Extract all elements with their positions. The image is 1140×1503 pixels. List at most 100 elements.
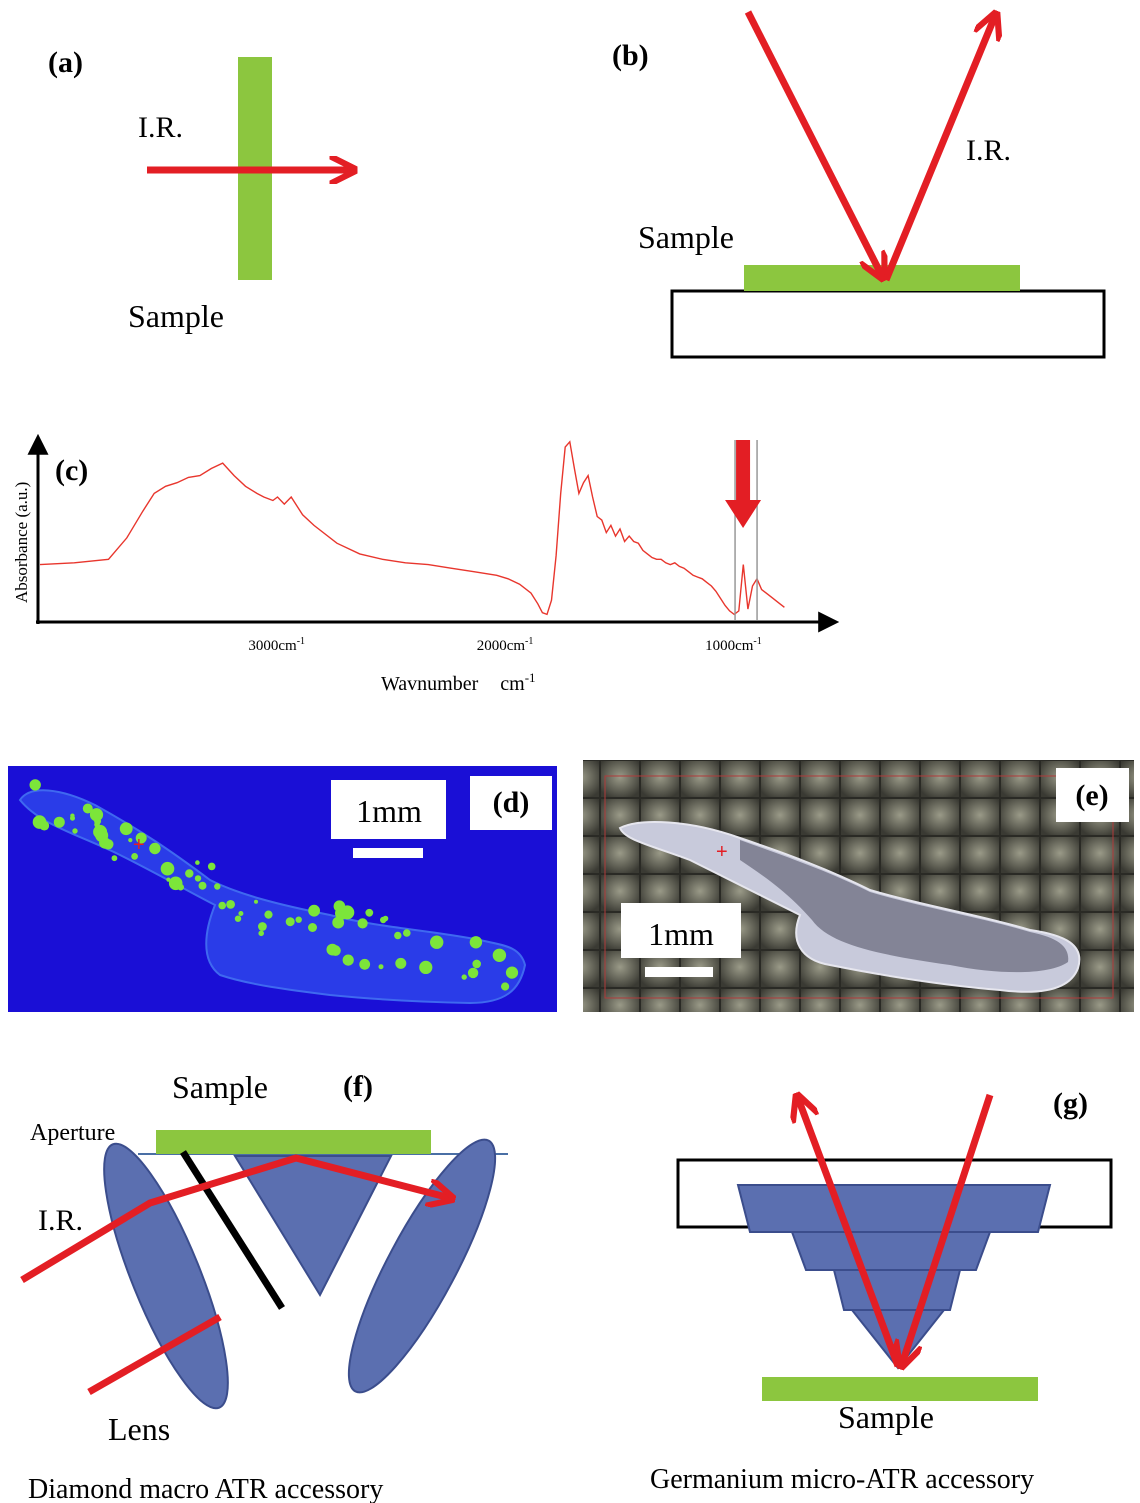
diamond-crystal	[233, 1155, 393, 1298]
x-tick-label: 3000cm-1	[248, 636, 305, 654]
green-spot	[70, 813, 75, 818]
scan-area-frame	[604, 775, 1114, 999]
green-spot	[403, 929, 411, 937]
sample-layer	[156, 1130, 431, 1154]
green-spot	[93, 824, 108, 839]
sample-label: Sample	[638, 219, 734, 255]
ge-crystal-tier-3	[832, 1269, 962, 1311]
panel-e-tag-box	[1056, 768, 1129, 822]
panel-d: + 1mm (d)	[8, 766, 557, 1012]
band-marker-arrow	[725, 440, 762, 528]
green-spot	[238, 911, 244, 916]
green-spot	[472, 959, 482, 969]
sample-label: Sample	[172, 1069, 268, 1105]
green-spot	[128, 838, 133, 843]
green-spot	[469, 936, 483, 949]
green-spot	[382, 915, 389, 922]
panel-c-tag: (c)	[55, 454, 88, 487]
panel-f: (f) Sample Aperture I.R. Lens Diamond ma…	[20, 1069, 508, 1503]
panel-b: (b) I.R. Sample	[612, 10, 1106, 359]
tissue-outline	[18, 789, 527, 1005]
green-spot	[467, 967, 479, 979]
green-spot	[395, 957, 407, 969]
ir-label: I.R.	[138, 111, 183, 144]
green-spot	[29, 779, 41, 791]
green-spot	[335, 907, 342, 914]
green-spot	[308, 904, 320, 917]
green-spot	[194, 875, 202, 882]
panel-e: + (e) 1mm	[583, 760, 1134, 1012]
green-spot	[39, 820, 50, 831]
green-spot	[258, 930, 265, 937]
scale-bar-label: 1mm	[648, 916, 714, 952]
green-spot	[82, 803, 93, 814]
green-spot	[258, 922, 267, 931]
green-spot	[160, 861, 175, 876]
green-spot	[226, 900, 236, 909]
green-spot	[198, 881, 207, 890]
green-spot	[254, 899, 258, 904]
ir-label: I.R.	[38, 1204, 83, 1237]
reflected-ir-arrow	[798, 1098, 902, 1368]
x-axis-label-unit: cm	[500, 673, 525, 695]
green-spot	[285, 917, 295, 927]
green-spot	[342, 954, 354, 966]
lens-label: Lens	[108, 1411, 170, 1447]
x-axis-label-main: Wavnumber	[381, 673, 479, 695]
ge-crystal-tier-2	[790, 1231, 992, 1271]
lens-left	[103, 1142, 229, 1410]
position-cross: +	[716, 841, 728, 863]
green-spot	[365, 908, 374, 917]
scale-label-box	[621, 903, 741, 958]
green-spot	[214, 883, 221, 890]
panel-f-tag: (f)	[343, 1070, 373, 1103]
green-spot	[308, 923, 317, 932]
ir-label: I.R.	[966, 134, 1011, 167]
reflected-ir-arrow	[882, 16, 995, 282]
green-spot	[185, 869, 194, 878]
green-spot	[94, 821, 100, 828]
aperture-blade	[180, 1150, 285, 1310]
green-spot	[72, 828, 78, 834]
panel-a-tag: (a)	[48, 46, 83, 79]
green-spot	[119, 822, 133, 836]
panel-a: (a) I.R. Sample	[48, 46, 352, 334]
green-spot	[461, 974, 467, 980]
green-spot	[295, 916, 302, 923]
green-spot	[149, 842, 161, 855]
panel-e-tag: (e)	[1075, 779, 1108, 812]
green-spot	[135, 832, 147, 844]
tissue-dark-region	[740, 840, 1069, 973]
position-cross: +	[133, 834, 145, 856]
green-spot	[218, 901, 226, 910]
green-spot	[394, 931, 402, 940]
green-spot	[131, 853, 139, 860]
incident-ir-arrow	[902, 1093, 994, 1364]
ir-beam-return	[87, 1313, 222, 1396]
scale-bar	[353, 848, 423, 858]
green-spot	[264, 910, 273, 919]
panel-c: (c) Absorbance (a.u.) 3000cm-1 2000cm-1 10…	[12, 433, 840, 695]
sample-layer	[762, 1377, 1038, 1401]
x-tick-label: 1000cm-1	[705, 636, 762, 654]
green-spot	[89, 808, 104, 822]
band-marker	[725, 440, 762, 620]
green-spot	[207, 862, 216, 871]
incident-ir-arrow	[744, 10, 882, 276]
green-spot-cluster	[29, 779, 519, 991]
y-axis-label: Absorbance (a.u.)	[12, 482, 31, 603]
diamond-caption: Diamond macro ATR accessory	[28, 1474, 383, 1503]
green-spot	[166, 877, 171, 882]
green-spot	[378, 964, 384, 970]
sample-label: Sample	[128, 298, 224, 334]
aperture-label: Aperture	[30, 1120, 115, 1146]
x-tick-label: 2000cm-1	[477, 636, 534, 654]
panel-g: (g) Sample Germanium micro-ATR accessory	[650, 1087, 1113, 1495]
panel-b-tag: (b)	[612, 39, 649, 72]
green-spot	[326, 943, 339, 956]
green-spot	[357, 918, 368, 929]
substrate-block	[670, 289, 1106, 359]
panel-d-tag: (d)	[493, 786, 530, 819]
scale-bar	[645, 967, 713, 977]
